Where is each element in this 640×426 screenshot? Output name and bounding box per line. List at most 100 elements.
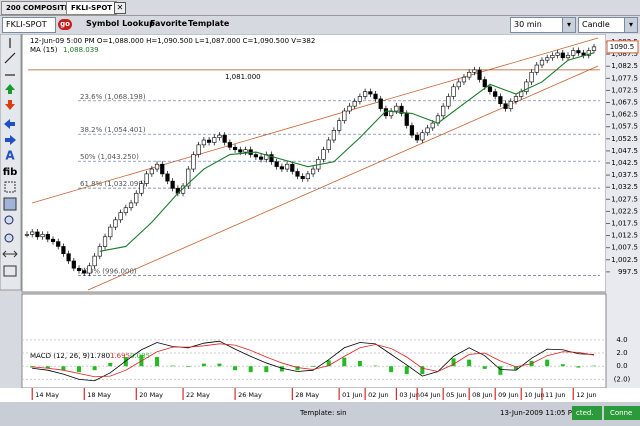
dropdown-arrow[interactable]: ▾ bbox=[562, 17, 576, 33]
candle bbox=[467, 71, 472, 78]
y-tick-label: 1,007.5 bbox=[611, 244, 638, 252]
tool-icon[interactable] bbox=[3, 197, 17, 211]
x-tick-label: 18 May bbox=[87, 391, 111, 399]
y-tick-label: 1,087.5 bbox=[611, 50, 638, 58]
tool-icon[interactable] bbox=[5, 135, 16, 145]
candle bbox=[456, 81, 461, 88]
candle bbox=[243, 149, 248, 153]
status-badge bbox=[604, 406, 640, 420]
macd-histogram bbox=[342, 357, 347, 367]
tool-icon[interactable] bbox=[5, 84, 15, 94]
candle bbox=[539, 59, 545, 66]
tool-icon[interactable] bbox=[4, 233, 14, 243]
candle bbox=[482, 79, 487, 88]
tool-icon[interactable] bbox=[3, 265, 17, 277]
candle bbox=[430, 122, 435, 129]
x-tick-label: 04 Jun bbox=[420, 391, 441, 399]
status-template: Template: sin bbox=[299, 409, 347, 417]
macd-histogram bbox=[186, 366, 191, 367]
price-header: 12-Jun-09 5:00 PM O=1,088.000 H=1,090.50… bbox=[30, 37, 315, 45]
candle bbox=[186, 168, 191, 187]
candle bbox=[477, 69, 482, 80]
go-button[interactable]: go bbox=[58, 19, 72, 30]
macd-histogram bbox=[170, 365, 175, 367]
x-tick-label: 02 Jun bbox=[368, 391, 389, 399]
candle bbox=[134, 192, 139, 204]
candle bbox=[534, 64, 539, 73]
candle bbox=[305, 173, 310, 180]
menu-item[interactable]: Symbol Lookup bbox=[86, 19, 155, 28]
y-tick-label: 1,022.5 bbox=[611, 207, 638, 215]
candle bbox=[472, 69, 477, 73]
menu-item[interactable]: Template bbox=[188, 19, 230, 28]
candle bbox=[295, 171, 300, 177]
candle bbox=[61, 246, 66, 255]
status-connection: Conne bbox=[610, 409, 632, 417]
close-tab[interactable]: ✕ bbox=[114, 2, 126, 14]
tool-icon[interactable] bbox=[2, 250, 18, 258]
y-tick-label: 1,062.5 bbox=[611, 111, 638, 119]
candle bbox=[404, 113, 409, 126]
tool-icon[interactable] bbox=[5, 100, 15, 110]
macd-histogram bbox=[108, 362, 113, 367]
candle bbox=[524, 81, 529, 92]
macd-histogram bbox=[451, 358, 456, 367]
interval-select[interactable]: 30 min bbox=[510, 17, 570, 33]
dropdown-arrow[interactable]: ▾ bbox=[624, 17, 638, 33]
candle bbox=[253, 154, 258, 158]
candle bbox=[113, 219, 118, 228]
tab[interactable]: FKLI-SPOT bbox=[66, 1, 118, 15]
candle bbox=[461, 76, 467, 83]
macd-histogram bbox=[420, 366, 425, 375]
macd-histogram bbox=[61, 366, 66, 371]
candle bbox=[290, 163, 295, 172]
candle bbox=[399, 105, 404, 114]
tool-icon[interactable] bbox=[4, 181, 16, 193]
status-bar bbox=[0, 402, 640, 426]
last-price: 1090.5 bbox=[610, 43, 635, 51]
candle bbox=[394, 105, 399, 112]
x-tick-label: 28 May bbox=[295, 391, 319, 399]
macd-readout: 1.780 bbox=[90, 352, 110, 360]
candle bbox=[102, 236, 108, 247]
macd-line bbox=[32, 340, 595, 382]
candle bbox=[545, 57, 550, 61]
tool-icon[interactable]: fib bbox=[3, 167, 18, 178]
candle bbox=[92, 255, 97, 267]
tab[interactable]: 200 COMPOSITE bbox=[1, 1, 75, 15]
candle bbox=[352, 101, 357, 107]
candle bbox=[118, 212, 123, 221]
candle bbox=[441, 105, 446, 117]
axis-area bbox=[606, 34, 640, 388]
candle bbox=[165, 173, 170, 182]
macd-histogram bbox=[77, 366, 82, 373]
candle bbox=[487, 86, 493, 92]
ma-label: MA (15) bbox=[30, 46, 58, 54]
candle bbox=[201, 139, 206, 146]
y-tick-label: 1,027.5 bbox=[611, 195, 638, 203]
candle bbox=[154, 163, 160, 170]
candle bbox=[206, 139, 212, 143]
y-tick-label: 1,037.5 bbox=[611, 171, 638, 179]
candle bbox=[144, 173, 149, 184]
ma-readout: 1,088.039 bbox=[63, 46, 99, 54]
macd-readout: 1.695 bbox=[110, 352, 130, 360]
symbol-input[interactable]: FKLI-SPOT bbox=[2, 17, 56, 33]
candle bbox=[331, 130, 337, 141]
candle bbox=[76, 267, 82, 271]
menu-item[interactable]: Favorite bbox=[150, 19, 188, 28]
y-tick-label: 1,067.5 bbox=[611, 99, 638, 107]
candle bbox=[560, 52, 565, 59]
tool-icon[interactable]: A bbox=[5, 149, 15, 163]
x-tick-label: 03 Jun bbox=[399, 391, 420, 399]
candle bbox=[139, 183, 144, 194]
ma-line bbox=[99, 52, 595, 252]
candle bbox=[258, 156, 264, 160]
tool-icon[interactable] bbox=[4, 215, 14, 225]
candle bbox=[196, 144, 201, 155]
candle bbox=[160, 163, 165, 175]
candle bbox=[108, 226, 113, 238]
candle bbox=[425, 127, 430, 134]
tool-icon[interactable] bbox=[4, 119, 15, 129]
